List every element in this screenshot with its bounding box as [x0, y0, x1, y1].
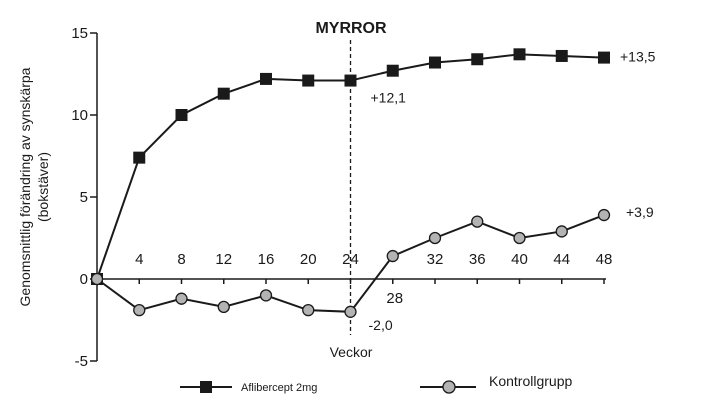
data-point-square	[513, 48, 526, 61]
data-point-circle	[259, 289, 273, 302]
data-point-square	[302, 74, 315, 87]
y-tick-label: 5	[80, 189, 88, 206]
x-tick-label: 48	[596, 251, 613, 268]
data-point-square	[598, 51, 610, 64]
x-tick-label: 8	[177, 251, 185, 268]
legend: Aflibercept 2mg Kontrollgrupp	[180, 373, 572, 394]
chart-title: MYRROR	[315, 20, 387, 37]
x-tick-label: 44	[553, 251, 570, 268]
legend-label-aflibercept: Aflibercept 2mg	[241, 382, 317, 394]
data-point-square	[555, 49, 568, 62]
data-point-circle	[428, 231, 442, 245]
x-tick-label: 40	[511, 251, 528, 268]
data-point-circle	[513, 231, 526, 245]
x-tick-label: 12	[215, 251, 232, 268]
data-point-circle	[133, 304, 146, 317]
annotation-label: -2,0	[369, 317, 393, 333]
data-point-square	[260, 72, 272, 85]
data-point-circle	[217, 300, 230, 314]
x-tick-label: 4	[135, 251, 143, 268]
data-point-circle	[302, 304, 315, 317]
series-group	[90, 48, 611, 318]
y-tick-label: 15	[71, 25, 88, 42]
y-tick-label: -5	[75, 353, 88, 370]
annotations: +13,5 +12,1 +3,9 -2,0	[369, 49, 656, 333]
y-axis-label-line2: (bokstäver)	[35, 152, 51, 222]
data-point-square	[344, 74, 357, 87]
data-point-circle	[555, 225, 568, 238]
y-tick-label: 10	[71, 107, 88, 124]
y-ticks: -5 0 5 10 15	[71, 25, 97, 370]
x-tick-label: 20	[300, 251, 317, 268]
data-point-square	[471, 53, 484, 66]
x-tick-label: 16	[258, 251, 275, 268]
x-tick-label: 28	[386, 290, 403, 307]
x-tick-label: 32	[427, 251, 444, 268]
y-tick-label: 0	[80, 271, 88, 288]
legend-marker-circle	[442, 380, 456, 394]
data-point-circle	[175, 292, 188, 305]
data-point-square	[175, 109, 188, 121]
data-point-square	[133, 151, 146, 164]
y-axis-label-line1: Genomsnittlig förändring av synskärpa	[17, 67, 33, 306]
data-point-square	[386, 64, 399, 77]
data-point-circle	[344, 305, 357, 318]
data-point-circle	[90, 272, 104, 286]
x-axis-label: Veckor	[330, 344, 373, 360]
data-point-circle	[386, 249, 399, 263]
x-tick-label: 36	[469, 251, 486, 268]
annotation-label: +12,1	[371, 90, 407, 106]
data-point-square	[217, 87, 230, 100]
legend-label-kontroll: Kontrollgrupp	[489, 373, 572, 389]
annotation-label: +13,5	[620, 49, 656, 65]
legend-marker-square	[200, 381, 212, 393]
data-point-circle	[597, 208, 611, 222]
data-point-circle	[471, 215, 484, 228]
data-point-square	[429, 56, 441, 69]
annotation-label: +3,9	[626, 204, 654, 220]
